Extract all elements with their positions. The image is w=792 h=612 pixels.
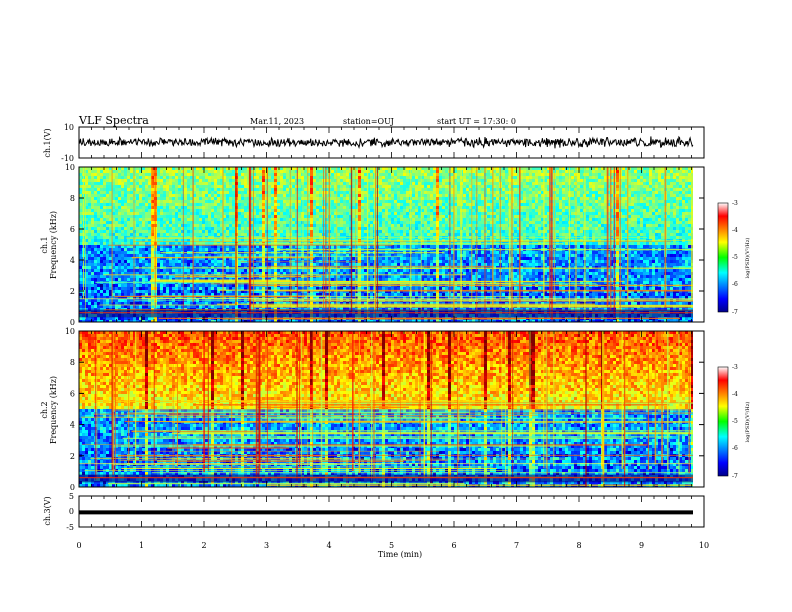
- xtick-label-1: 1: [139, 541, 144, 550]
- x-axis-tick-labels: 0 1 2 3 4 5 6 7 8 9 10: [76, 541, 709, 550]
- ch1-trace: [78, 135, 694, 150]
- ch3-waveform-panel: 5 0 -5 ch.3(V): [43, 492, 705, 532]
- xtick-label-0: 0: [76, 541, 81, 550]
- colorbar-1-tick-0: -3: [732, 200, 738, 207]
- ch2-spec-ylabel: ch.2: [40, 401, 49, 418]
- ch1-spec-ytick-4: 4: [70, 256, 75, 265]
- xtick-label-8: 8: [576, 541, 581, 550]
- ch1-spectrogram-panel: 0 2 4 6 8 10 ch.1 Frequency (kHz): [40, 163, 705, 327]
- ch1-spec-ylabel: ch.1: [40, 236, 49, 253]
- xtick-label-6: 6: [451, 541, 456, 550]
- ch2-spec-ytick-8: 8: [70, 358, 75, 367]
- start-time-label: start UT = 17:30: 0: [437, 117, 516, 126]
- ch1-ytick-bottom: -10: [61, 154, 74, 163]
- xtick-label-4: 4: [326, 541, 331, 550]
- x-axis-ticks: [78, 127, 705, 527]
- xtick-label-10: 10: [699, 541, 709, 550]
- xtick-label-3: 3: [264, 541, 269, 550]
- colorbar-2-tick-1: -4: [732, 391, 738, 398]
- ch1-ytick-top: 10: [64, 123, 74, 132]
- ch2-spectrogram: [79, 331, 693, 487]
- ch3-ytick-mid: 0: [69, 507, 74, 516]
- ch1-spec-ytick-8: 8: [70, 194, 75, 203]
- ch2-spec-ylabel-freq: Frequency (kHz): [49, 376, 58, 444]
- ch2-spec-yticks: 0 2 4 6 8 10: [65, 327, 704, 492]
- colorbar-2-tick-0: -3: [732, 364, 738, 371]
- ch3-ytick-bottom: -5: [66, 523, 74, 532]
- ch1-spec-ytick-10: 10: [65, 163, 75, 172]
- ch1-spec-ytick-0: 0: [70, 318, 75, 327]
- colorbar-2-label: log(PSD)(V²/Hz): [744, 402, 751, 443]
- colorbar-1: -3 -4 -5 -6 -7 log(PSD)(V²/Hz): [717, 200, 751, 316]
- colorbar-2-bar: [717, 366, 729, 477]
- ch2-spectrogram-panel: 0 2 4 6 8 10 ch.2 Frequency (kHz): [40, 327, 705, 492]
- xtick-label-9: 9: [639, 541, 644, 550]
- colorbar-2-tick-4: -7: [732, 473, 738, 480]
- ch2-spec-ytick-0: 0: [70, 483, 75, 492]
- colorbar-1-tick-3: -6: [732, 281, 738, 288]
- date-label: Mar.11, 2023: [250, 117, 304, 126]
- ch1-spec-ylabel-freq: Frequency (kHz): [49, 211, 58, 279]
- xtick-label-2: 2: [201, 541, 206, 550]
- xtick-label-5: 5: [389, 541, 394, 550]
- ch1-spec-yticks: 0 2 4 6 8 10: [65, 163, 704, 327]
- x-axis-label: Time (min): [378, 550, 422, 559]
- station-label: station=OUJ: [343, 117, 394, 126]
- ch1-spec-ytick-6: 6: [70, 225, 75, 234]
- ch3-ylabel: ch.3(V): [43, 496, 52, 525]
- figure-title: VLF Spectra: [78, 114, 149, 127]
- ch1-spec-ytick-2: 2: [70, 287, 75, 296]
- ch2-spec-ytick-4: 4: [70, 421, 75, 430]
- colorbar-2: -3 -4 -5 -6 -7 log(PSD)(V²/Hz): [717, 364, 751, 480]
- ch2-spec-ytick-10: 10: [65, 327, 75, 336]
- ch1-spectrogram: [79, 167, 693, 322]
- colorbar-1-tick-4: -7: [732, 309, 738, 316]
- ch1-waveform-panel: 10 -10 ch.1(V): [43, 123, 705, 163]
- ch2-spec-ytick-2: 2: [70, 452, 75, 461]
- colorbar-1-tick-1: -4: [732, 227, 738, 234]
- colorbar-2-tick-2: -5: [732, 418, 738, 425]
- colorbar-2-tick-3: -6: [732, 445, 738, 452]
- ch2-spec-ytick-6: 6: [70, 389, 75, 398]
- colorbar-1-bar: [717, 202, 729, 313]
- colorbar-1-tick-2: -5: [732, 254, 738, 261]
- ch3-ytick-top: 5: [69, 492, 74, 501]
- ch1-ylabel: ch.1(V): [43, 128, 52, 157]
- xtick-label-7: 7: [514, 541, 519, 550]
- colorbar-1-label: log(PSD)(V²/Hz): [744, 238, 751, 279]
